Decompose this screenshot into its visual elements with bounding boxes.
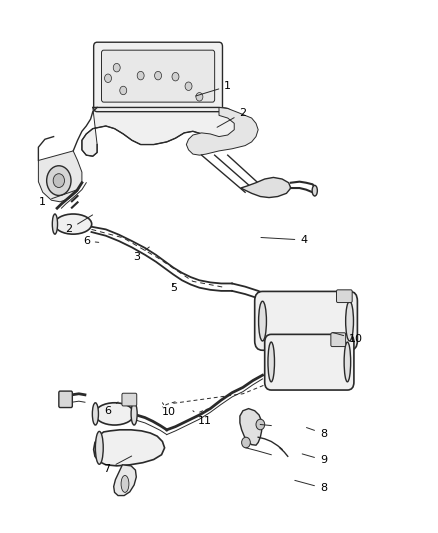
Text: 8: 8: [307, 427, 327, 439]
Polygon shape: [114, 465, 136, 496]
FancyBboxPatch shape: [94, 42, 223, 112]
Polygon shape: [82, 108, 239, 156]
Text: 2: 2: [65, 215, 92, 235]
FancyBboxPatch shape: [265, 334, 354, 390]
Circle shape: [155, 71, 162, 80]
FancyBboxPatch shape: [336, 290, 352, 303]
Circle shape: [196, 93, 203, 101]
FancyBboxPatch shape: [59, 391, 72, 408]
Text: 3: 3: [133, 247, 149, 262]
Polygon shape: [39, 151, 82, 202]
Text: 6: 6: [105, 402, 118, 416]
Ellipse shape: [131, 403, 137, 425]
FancyBboxPatch shape: [122, 393, 137, 406]
Circle shape: [120, 86, 127, 95]
Text: 5: 5: [170, 282, 177, 293]
Polygon shape: [186, 108, 258, 155]
Polygon shape: [94, 430, 165, 466]
Text: 8: 8: [295, 480, 327, 493]
Ellipse shape: [268, 342, 275, 382]
Circle shape: [185, 82, 192, 91]
Ellipse shape: [258, 301, 266, 341]
Ellipse shape: [55, 214, 92, 234]
Text: 11: 11: [193, 411, 212, 426]
Ellipse shape: [312, 185, 318, 196]
Circle shape: [172, 72, 179, 81]
Ellipse shape: [52, 214, 57, 234]
Circle shape: [242, 437, 251, 448]
Circle shape: [137, 71, 144, 80]
Text: 2: 2: [217, 108, 247, 127]
Text: 9: 9: [302, 454, 327, 465]
FancyBboxPatch shape: [254, 292, 357, 350]
FancyBboxPatch shape: [331, 333, 346, 346]
Text: 6: 6: [83, 236, 99, 246]
Ellipse shape: [95, 403, 134, 425]
Text: 1: 1: [195, 81, 231, 96]
Text: 7: 7: [103, 456, 132, 474]
Circle shape: [256, 419, 265, 430]
Polygon shape: [240, 409, 261, 445]
Circle shape: [113, 63, 120, 72]
Text: 10: 10: [332, 333, 363, 344]
FancyBboxPatch shape: [102, 50, 215, 102]
Text: 10: 10: [162, 403, 176, 417]
Circle shape: [105, 74, 112, 83]
Text: 1: 1: [39, 190, 75, 207]
Ellipse shape: [92, 403, 99, 425]
Polygon shape: [241, 177, 291, 198]
Ellipse shape: [346, 301, 353, 341]
Circle shape: [47, 166, 71, 196]
Ellipse shape: [344, 342, 351, 382]
Circle shape: [53, 174, 64, 188]
Ellipse shape: [95, 431, 103, 464]
Text: 4: 4: [261, 235, 307, 245]
Ellipse shape: [121, 475, 129, 492]
